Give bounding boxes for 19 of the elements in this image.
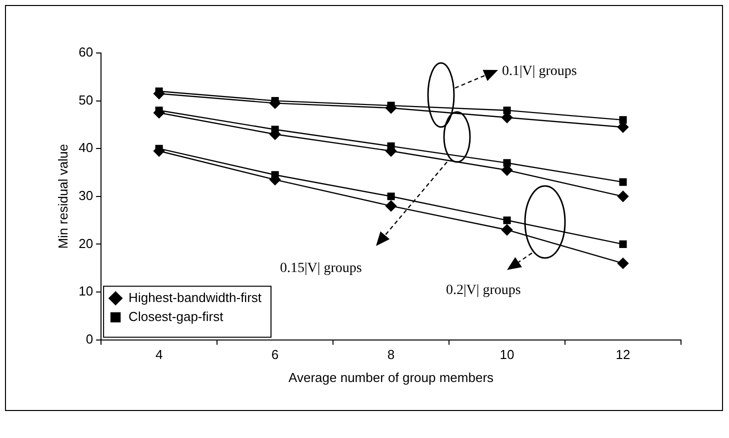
legend-label: Highest-bandwidth-first — [128, 290, 262, 305]
y-tick-label: 10 — [78, 284, 94, 299]
legend-label: Closest-gap-first — [128, 308, 224, 324]
x-tick-label: 8 — [387, 347, 395, 362]
annotation: 0.1|V| groups — [502, 64, 577, 79]
y-tick-label: 20 — [78, 236, 94, 251]
x-tick-label: 10 — [500, 347, 514, 362]
y-tick-label: 50 — [78, 92, 94, 108]
annotation: 0.15|V| groups — [280, 261, 362, 276]
y-tick-label: 30 — [78, 188, 94, 203]
y-tick-label: 60 — [78, 44, 94, 60]
y-tick-label: 0 — [86, 331, 94, 346]
x-tick-label: 12 — [616, 347, 630, 362]
y-tick-label: 40 — [78, 140, 94, 156]
x-tick-label: 6 — [271, 347, 279, 362]
x-axis-title: Average number of group members — [288, 370, 494, 385]
annotation: 0.2|V| groups — [446, 283, 521, 298]
x-tick-label: 4 — [155, 347, 163, 362]
y-axis-title: Min residual value — [55, 144, 70, 249]
